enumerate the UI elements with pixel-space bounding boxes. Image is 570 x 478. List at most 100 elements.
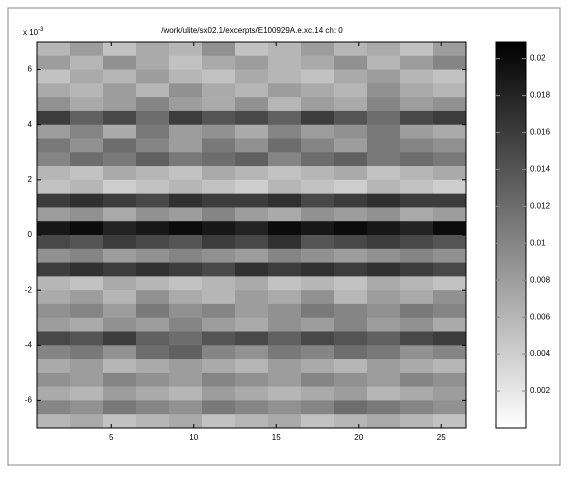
heatmap-cell (235, 345, 269, 360)
heatmap-cell (235, 331, 269, 346)
heatmap-cell (433, 221, 467, 236)
heatmap-cell (169, 166, 203, 181)
heatmap-cell (301, 207, 335, 222)
heatmap-cell (202, 303, 236, 319)
heatmap-cell (37, 83, 71, 98)
heatmap-cell (136, 83, 170, 98)
heatmap-cell (136, 138, 170, 153)
heatmap-cell (37, 290, 71, 305)
heatmap-cell (136, 400, 170, 415)
heatmap-cell (70, 331, 104, 346)
heatmap-cell (169, 331, 203, 346)
heatmap-cell (400, 55, 434, 70)
colorbar-tick-label: 0.016 (530, 128, 551, 137)
heatmap-cell (433, 276, 467, 291)
heatmap-cell (367, 303, 401, 319)
x-tick-label: 5 (109, 433, 114, 442)
heatmap-cell (367, 262, 401, 277)
heatmap-cell (301, 69, 335, 84)
heatmap-cell (202, 97, 236, 112)
heatmap-cell (103, 179, 137, 194)
heatmap-cell (37, 193, 71, 208)
heatmap-cell (169, 207, 203, 222)
heatmap-cell (433, 69, 467, 84)
heatmap-cell (268, 124, 302, 139)
heatmap-cell (367, 110, 401, 126)
heatmap-cell (433, 331, 467, 346)
heatmap-cell (433, 386, 467, 401)
heatmap-cell (268, 276, 302, 291)
heatmap-cell (202, 207, 236, 222)
heatmap-cell (268, 345, 302, 360)
heatmap-cell (334, 414, 368, 429)
heatmap-cell (202, 290, 236, 305)
heatmap-cell (235, 235, 269, 250)
heatmap-cell (268, 42, 302, 57)
heatmap-cell (202, 152, 236, 167)
heatmap-cell (169, 83, 203, 98)
heatmap-cell (433, 207, 467, 222)
x-tick-label: 15 (272, 433, 281, 442)
heatmap-cell (235, 303, 269, 319)
heatmap-cell (202, 138, 236, 153)
heatmap-cell (103, 248, 137, 263)
heatmap-cell (367, 83, 401, 98)
heatmap-cell (400, 372, 434, 387)
heatmap-cell (169, 235, 203, 250)
heatmap-cell (268, 152, 302, 167)
heatmap-cell (37, 400, 71, 415)
heatmap-cell (268, 414, 302, 429)
heatmap-cell (400, 138, 434, 153)
heatmap-cell (136, 248, 170, 263)
heatmap-cell (169, 386, 203, 401)
heatmap-cell (268, 248, 302, 263)
heatmap-cell (37, 331, 71, 346)
heatmap-cell (37, 124, 71, 139)
heatmap-cell (169, 124, 203, 139)
heatmap-cell (169, 414, 203, 429)
colorbar-tick-label: 0.002 (530, 386, 551, 395)
heatmap-cell (136, 152, 170, 167)
heatmap-cell (202, 193, 236, 208)
heatmap-cell (334, 400, 368, 415)
heatmap-cell (433, 138, 467, 153)
heatmap-cell (202, 235, 236, 250)
heatmap-cell (202, 359, 236, 374)
heatmap-cell (37, 262, 71, 277)
heatmap-cell (235, 166, 269, 181)
heatmap-cell (433, 83, 467, 98)
heatmap-cell (400, 345, 434, 360)
heatmap-cell (37, 69, 71, 84)
heatmap-cell (433, 345, 467, 360)
heatmap-cell (367, 97, 401, 112)
heatmap-cell (37, 221, 71, 236)
heatmap-cell (70, 179, 104, 194)
heatmap-cell (103, 359, 137, 374)
heatmap-cell (37, 42, 71, 57)
heatmap-cell (169, 69, 203, 84)
heatmap-cell (367, 207, 401, 222)
heatmap-cell (70, 152, 104, 167)
heatmap-cell (202, 69, 236, 84)
heatmap-cell (235, 317, 269, 332)
heatmap-cell (268, 317, 302, 332)
heatmap-cell (268, 110, 302, 126)
heatmap-cell (301, 124, 335, 139)
heatmap-cell (433, 179, 467, 194)
heatmap-cell (334, 110, 368, 126)
heatmap-cell (235, 152, 269, 167)
heatmap-cell (70, 414, 104, 429)
heatmap-cell (334, 386, 368, 401)
heatmap-cell (70, 55, 104, 70)
heatmap-cell (334, 248, 368, 263)
heatmap-cell (433, 193, 467, 208)
heatmap-cell (334, 42, 368, 57)
heatmap-cell (367, 331, 401, 346)
heatmap-cell (301, 317, 335, 332)
heatmap-cell (202, 345, 236, 360)
heatmap-cell (136, 303, 170, 319)
heatmap-cell (235, 138, 269, 153)
colorbar-tick-label: 0.02 (530, 54, 546, 63)
heatmap-cell (202, 124, 236, 139)
